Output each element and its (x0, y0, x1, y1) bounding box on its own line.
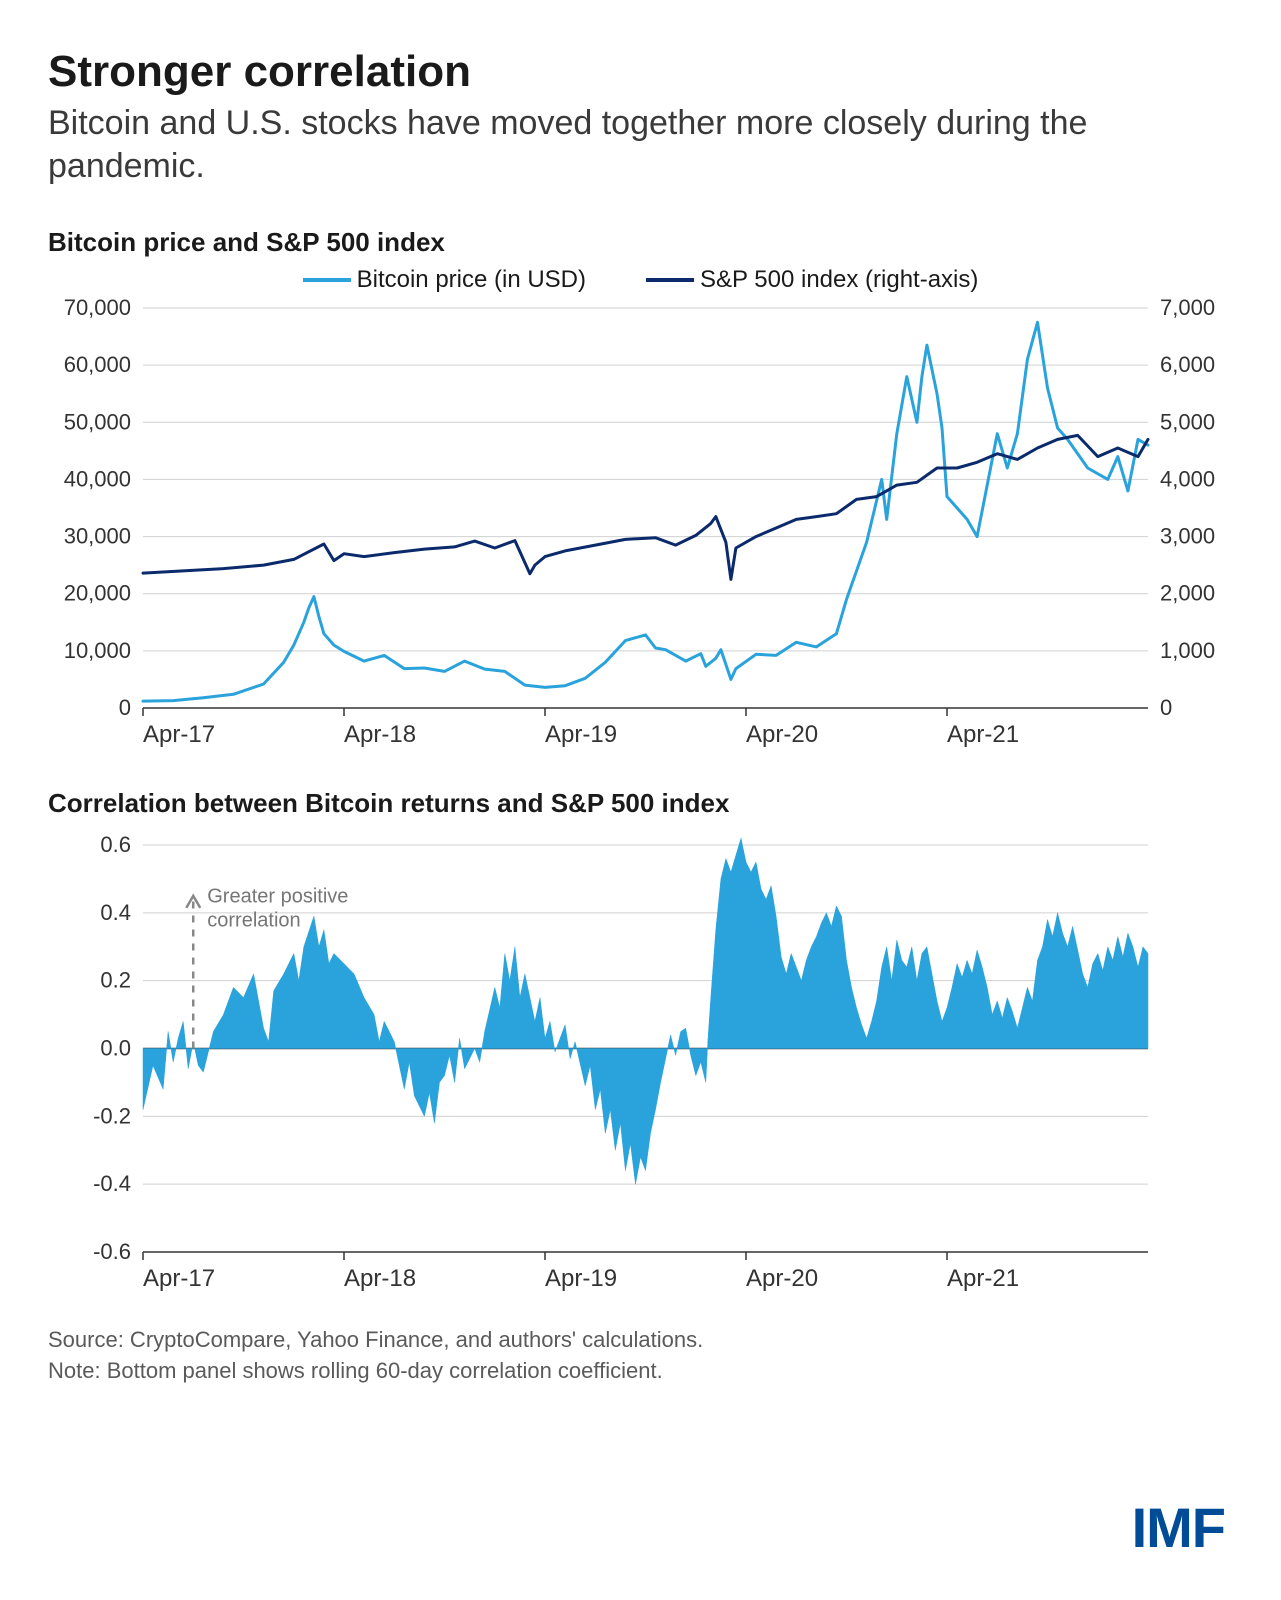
svg-text:-0.4: -0.4 (93, 1172, 131, 1197)
svg-text:50,000: 50,000 (64, 410, 131, 435)
svg-text:Apr-18: Apr-18 (344, 1265, 416, 1292)
chart1-legend: Bitcoin price (in USD) S&P 500 index (ri… (48, 266, 1233, 294)
svg-text:Apr-21: Apr-21 (947, 1265, 1019, 1292)
svg-text:40,000: 40,000 (64, 467, 131, 492)
source-text: Source: CryptoCompare, Yahoo Finance, an… (48, 1325, 1233, 1387)
legend-label-sp500: S&P 500 index (right-axis) (700, 266, 978, 294)
svg-text:0.0: 0.0 (100, 1036, 131, 1061)
page-title: Stronger correlation (48, 48, 1233, 96)
svg-text:0.2: 0.2 (100, 968, 131, 993)
svg-text:5,000: 5,000 (1160, 410, 1215, 435)
svg-text:70,000: 70,000 (64, 298, 131, 320)
legend-item-sp500: S&P 500 index (right-axis) (646, 266, 978, 294)
svg-text:30,000: 30,000 (64, 524, 131, 549)
svg-text:2,000: 2,000 (1160, 581, 1215, 606)
svg-text:20,000: 20,000 (64, 581, 131, 606)
svg-text:4,000: 4,000 (1160, 467, 1215, 492)
svg-text:Apr-19: Apr-19 (545, 721, 617, 748)
chart1: 0 10,000 20,000 30,000 40,000 50,000 60,000 70,… (48, 298, 1233, 758)
svg-text:-0.6: -0.6 (93, 1239, 131, 1264)
svg-text:7,000: 7,000 (1160, 298, 1215, 320)
chart2: -0.6 -0.4 -0.2 0.0 0.2 0.4 0.6 Apr-17 Apr-18 Apr-… (48, 827, 1233, 1307)
svg-text:correlation: correlation (207, 910, 300, 932)
svg-text:Apr-19: Apr-19 (545, 1265, 617, 1292)
chart2-title: Correlation between Bitcoin returns and … (48, 788, 1233, 819)
svg-text:6,000: 6,000 (1160, 353, 1215, 378)
chart1-title: Bitcoin price and S&P 500 index (48, 227, 1233, 258)
legend-label-bitcoin: Bitcoin price (in USD) (357, 266, 586, 294)
svg-text:0.4: 0.4 (100, 900, 131, 925)
svg-text:0: 0 (119, 695, 131, 720)
page-subtitle: Bitcoin and U.S. stocks have moved toget… (48, 102, 1148, 187)
svg-text:Apr-20: Apr-20 (746, 721, 818, 748)
svg-text:0: 0 (1160, 695, 1172, 720)
svg-text:Apr-17: Apr-17 (143, 721, 215, 748)
svg-text:0.6: 0.6 (100, 832, 131, 857)
svg-text:3,000: 3,000 (1160, 524, 1215, 549)
legend-item-bitcoin: Bitcoin price (in USD) (303, 266, 586, 294)
note-line: Note: Bottom panel shows rolling 60-day … (48, 1356, 1233, 1387)
legend-swatch-sp500 (646, 278, 694, 282)
svg-text:-0.2: -0.2 (93, 1104, 131, 1129)
svg-text:Apr-20: Apr-20 (746, 1265, 818, 1292)
svg-text:Apr-17: Apr-17 (143, 1265, 215, 1292)
svg-text:Greater positive: Greater positive (207, 886, 348, 908)
imf-logo: IMF (1132, 1495, 1225, 1560)
svg-text:Apr-18: Apr-18 (344, 721, 416, 748)
svg-text:10,000: 10,000 (64, 638, 131, 663)
legend-swatch-bitcoin (303, 278, 351, 282)
svg-text:Apr-21: Apr-21 (947, 721, 1019, 748)
svg-text:1,000: 1,000 (1160, 638, 1215, 663)
svg-text:60,000: 60,000 (64, 353, 131, 378)
source-line: Source: CryptoCompare, Yahoo Finance, an… (48, 1325, 1233, 1356)
